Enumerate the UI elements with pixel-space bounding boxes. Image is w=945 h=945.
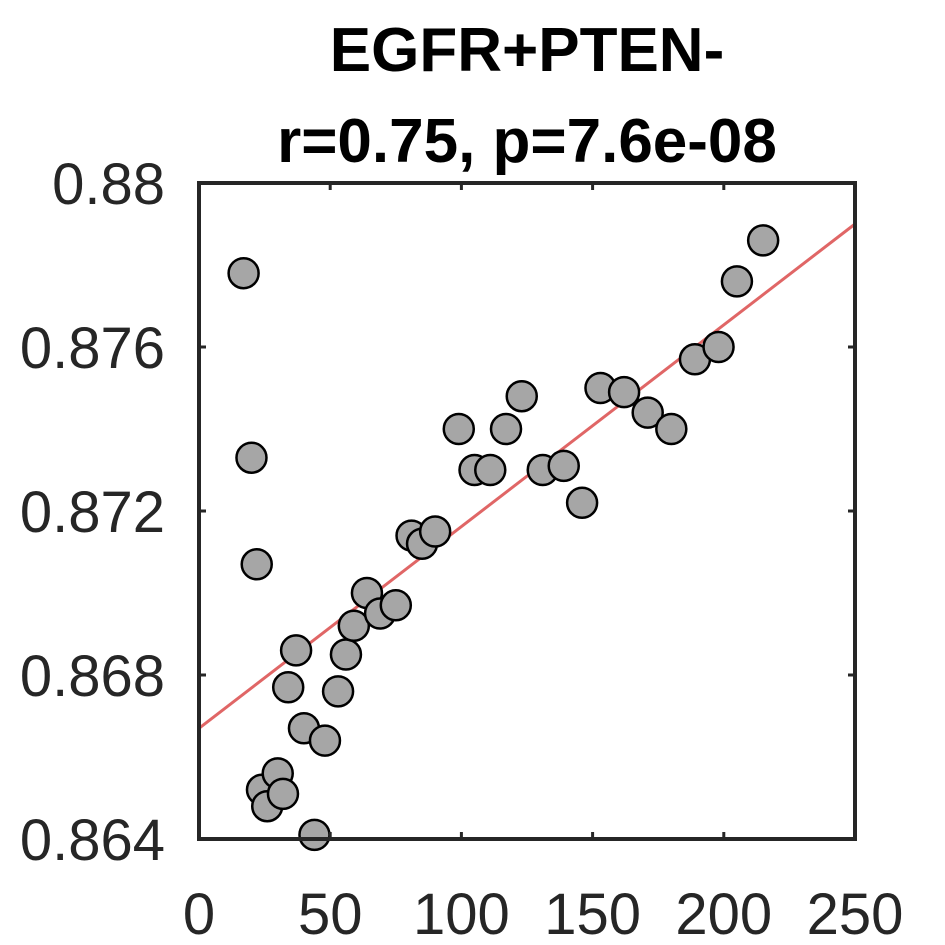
- x-tick-label: 50: [298, 882, 363, 945]
- chart-subtitle: r=0.75, p=7.6e-08: [277, 107, 777, 176]
- data-point: [746, 224, 780, 257]
- data-point: [505, 379, 539, 413]
- data-point: [442, 412, 476, 446]
- data-point: [631, 396, 664, 429]
- data-point: [547, 449, 580, 483]
- data-point: [227, 256, 260, 290]
- data-point: [489, 412, 523, 446]
- data-point: [720, 265, 754, 298]
- data-point: [702, 330, 735, 364]
- data-point: [235, 441, 268, 474]
- y-tick-label: 0.868: [20, 644, 165, 709]
- x-tick-label: 0: [183, 882, 215, 945]
- data-point: [607, 375, 641, 409]
- data-point: [266, 777, 300, 811]
- data-point: [329, 638, 363, 671]
- data-point: [271, 671, 305, 704]
- y-tick-label: 0.864: [20, 808, 165, 873]
- data-point: [565, 486, 599, 520]
- data-point: [418, 515, 452, 548]
- x-tick-label: 100: [413, 882, 510, 945]
- data-point: [337, 609, 371, 643]
- x-tick-label: 250: [807, 882, 904, 945]
- data-point: [379, 589, 413, 622]
- y-tick-label: 0.876: [20, 316, 165, 381]
- data-point: [298, 818, 331, 852]
- x-tick-label: 200: [675, 882, 772, 945]
- data-point: [240, 548, 273, 581]
- y-tick-labels: 0.864 0.868 0.872 0.876 0.88: [20, 152, 165, 873]
- data-point: [308, 724, 342, 757]
- x-tick-label: 150: [544, 882, 641, 945]
- data-point: [655, 412, 688, 446]
- y-tick-label: 0.88: [52, 152, 165, 217]
- x-tick-labels: 0 50 100 150 200 250: [183, 882, 904, 945]
- data-point: [279, 634, 313, 667]
- points-layer: [227, 224, 780, 852]
- data-point: [321, 675, 355, 708]
- data-point: [474, 453, 507, 487]
- y-tick-label: 0.872: [20, 480, 165, 545]
- chart-title: EGFR+PTEN-: [330, 16, 724, 85]
- ticks-layer: [197, 181, 857, 841]
